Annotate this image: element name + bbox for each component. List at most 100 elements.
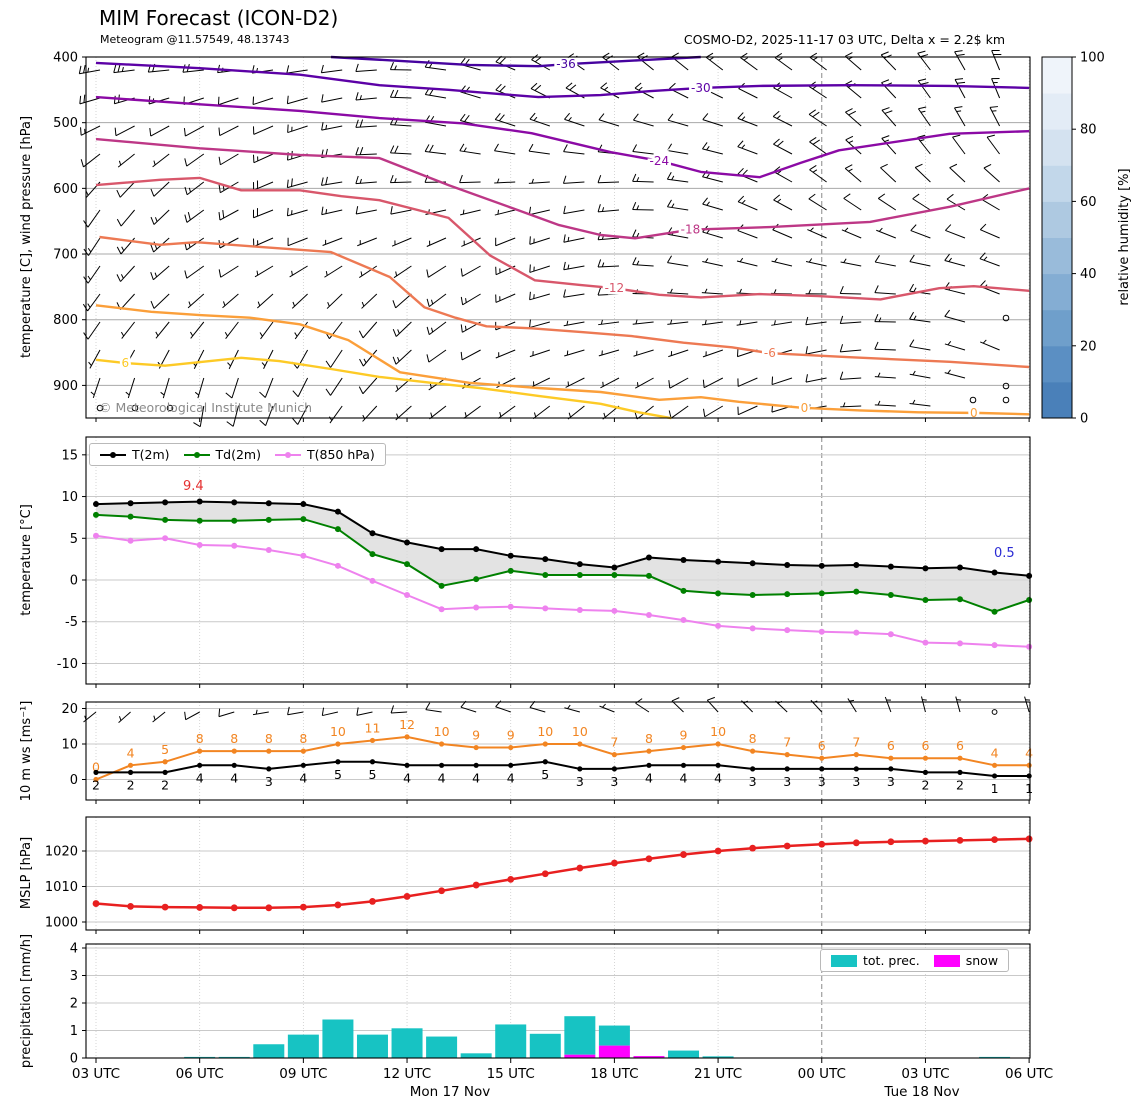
wind-value: 2 [921,777,929,792]
colorbar-tick-label: 40 [1080,267,1097,282]
wind-value: 2 [92,777,100,792]
calm-wind-icon [1002,314,1010,322]
humidity-colorbar: 0 20 40 60 80 100 relative humidity [%] [1041,51,1132,427]
precip-bar [184,1056,216,1058]
precip-legend: tot. prec. snow [820,949,1010,972]
calm-wind-icon [131,404,139,412]
y-tick-label: 1010 [45,880,78,895]
gust-value: 6 [956,738,964,753]
y-axis-label: precipitation [mm/h] [19,934,34,1068]
series-T(2m) [95,500,1030,577]
y-tick-label: 10 [61,490,78,505]
contour-label: 6 [122,356,130,370]
mslp-panel: 1000 1010 1020 MSLP [hPa] [19,816,1033,934]
x-tick-label: 06 UTC [1005,1066,1053,1082]
precipitation-panel: 0 1 2 3 4 03 UTC 06 UTC 09 UTC 12 UTC 15 UTC 18 UT… [19,934,1053,1100]
calm-wind-icon [166,404,174,412]
day-label: Mon 17 Nov [410,1084,491,1100]
y-tick-label: 400 [53,51,78,66]
x-tick-label: 09 UTC [279,1066,327,1082]
precip-bar [356,1034,388,1058]
wind-value: 3 [783,774,791,789]
y-axis-label: temperature [°C] [19,504,34,616]
y-tick-label: 15 [61,448,78,463]
wind-value: 2 [956,777,964,792]
precip-bar [253,1044,285,1058]
y-tick-label: 600 [53,182,78,197]
y-tick-label: 800 [53,313,78,328]
wind-value: 3 [818,774,826,789]
contour-label: -30 [691,81,711,95]
precip-bar [391,1028,423,1058]
gust-value: 8 [265,731,273,746]
contour-6 [95,356,672,420]
totprec-swatch [831,954,857,967]
calm-wind-icon [96,404,104,412]
gust-value: 6 [887,738,895,753]
gust-value: 9 [507,728,515,743]
precip-bar [979,1056,1011,1058]
x-tick-label: 03 UTC [901,1066,949,1082]
wind-value: 3 [610,774,618,789]
colorbar-tick-label: 60 [1080,195,1097,210]
colorbar-tick-label: 100 [1080,51,1105,66]
gust-value: 7 [783,735,791,750]
precip-bar [598,1025,630,1046]
x-tick-label: 21 UTC [694,1066,742,1082]
legend-entry-totprec: tot. prec. [831,953,920,968]
wind-value: 3 [887,774,895,789]
precip-bar [426,1036,458,1058]
contour--18 [95,137,1030,240]
precip-bar [668,1050,700,1058]
wind-value: 4 [403,770,411,785]
contour--30 [95,61,1030,99]
y-tick-label: 3 [70,969,78,984]
wind-value: 3 [749,774,757,789]
gust-value: 10 [434,724,450,739]
y-tick-label: 0 [70,773,78,788]
contour-label: 0 [801,401,809,415]
gust-value: 8 [299,731,307,746]
t850-line-sample [274,451,301,458]
snow-bar [598,1045,630,1058]
wind-value: 1 [991,781,999,796]
x-tick-label: 15 UTC [487,1066,535,1082]
contour-label: -12 [605,281,625,295]
snow-label: snow [965,953,999,968]
gust-value: 7 [852,735,860,750]
gust-value: 8 [645,731,653,746]
max-temp-annotation: 9.4 [183,479,204,494]
legend-entry-td2m: Td(2m) [183,447,261,462]
x-tick-label: 12 UTC [383,1066,431,1082]
gust-value: 9 [472,728,480,743]
gust-value: 6 [921,738,929,753]
y-tick-label: 4 [70,942,78,957]
legend-entry-t2m: T(2m) [100,447,170,462]
wind-value: 3 [852,774,860,789]
precip-bar [564,1016,596,1055]
y-tick-label: 2 [70,997,78,1012]
model-info: COSMO-D2, 2025-11-17 03 UTC, Delta x = 2… [683,32,1005,47]
wind-barb-field [78,49,1002,428]
contour-label: -24 [650,154,670,168]
series-T(850 hPa) [95,534,1030,648]
precip-bar [287,1034,319,1058]
y-tick-label: 5 [70,532,78,547]
gust-value: 10 [710,724,726,739]
gust-value: 4 [1025,745,1033,760]
y-tick-label: 0 [70,574,78,589]
y-tick-label: 20 [61,702,78,717]
gust-value: 9 [680,728,688,743]
wind-value: 4 [507,770,515,785]
legend-entry-snow: snow [933,953,999,968]
gust-value: 4 [127,745,135,760]
y-tick-label: 10 [61,738,78,753]
colorbar-label: relative humidity [%] [1117,168,1132,305]
wind-value: 5 [334,767,342,782]
series-mslp [95,837,1030,910]
gust-value: 12 [399,717,415,732]
x-tick-label: 06 UTC [176,1066,224,1082]
td2m-line-sample [183,451,210,458]
precip-bar [529,1033,561,1058]
y-tick-label: 900 [53,379,78,394]
